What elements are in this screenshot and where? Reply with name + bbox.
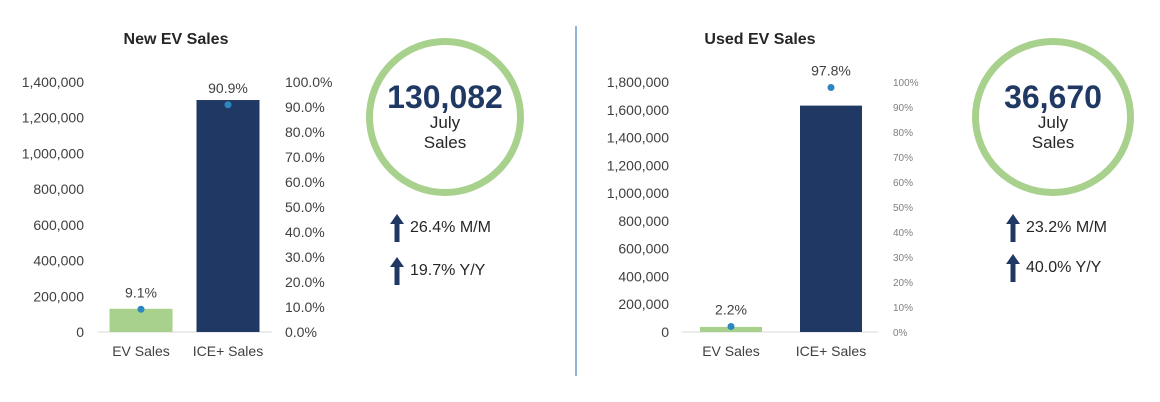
new-ev-y2-tick-label: 60.0%	[285, 174, 325, 190]
new-ev-y2-tick-label: 40.0%	[285, 224, 325, 240]
used-ev-y2-tick-label: 80%	[893, 128, 913, 139]
used-ev-y2-tick-label: 100%	[893, 78, 919, 89]
used-ev-y2-tick-label: 70%	[893, 153, 913, 164]
used-ev-x-tick-label: ICE+ Sales	[796, 343, 866, 359]
new-ev-y-tick-label: 1,000,000	[22, 145, 84, 161]
new-ev-y2-tick-label: 10.0%	[285, 299, 325, 315]
new-ev-y2-tick-label: 0.0%	[285, 324, 317, 340]
used-ev-y-tick-label: 400,000	[618, 268, 669, 284]
new-ev-y-tick-label: 0	[76, 324, 84, 340]
new-ev-y-tick-label: 1,200,000	[22, 110, 84, 126]
new-ev-y2-tick-label: 20.0%	[285, 274, 325, 290]
new-ev-bar-ev	[109, 308, 173, 332]
used-ev-y-tick-label: 1,600,000	[607, 102, 669, 118]
used-ev-y-tick-label: 800,000	[618, 213, 669, 229]
used-ev-y-tick-label: 1,400,000	[607, 130, 669, 146]
used-ev-y-tick-label: 1,200,000	[607, 157, 669, 173]
used-ev-share-marker	[727, 323, 735, 330]
new-ev-share-label: 9.1%	[125, 284, 157, 300]
new-ev-y2-tick-label: 30.0%	[285, 249, 325, 265]
used-ev-trend-mm-text: 23.2% M/M	[1026, 219, 1107, 236]
used-ev-y2-tick-label: 90%	[893, 103, 913, 114]
new-ev-trend-mm-text: 26.4% M/M	[410, 219, 491, 236]
new-ev-y-tick-label: 800,000	[33, 181, 84, 197]
new-ev-y2-tick-label: 70.0%	[285, 149, 325, 165]
used-ev-kpi-value: 36,670	[1004, 79, 1102, 116]
used-ev-trend-mm: 23.2% M/M	[1006, 214, 1107, 242]
new-ev-y2-tick-label: 100.0%	[285, 74, 332, 90]
panel-divider	[575, 26, 577, 376]
new-ev-share-marker	[224, 101, 232, 109]
used-ev-x-tick-label: EV Sales	[702, 343, 760, 359]
arrow-up-icon	[1006, 214, 1020, 242]
new-ev-y2-tick-label: 90.0%	[285, 99, 325, 115]
used-ev-y2-tick-label: 10%	[893, 303, 913, 314]
new-ev-trend-mm: 26.4% M/M	[390, 214, 491, 242]
new-ev-kpi-label-month: July	[429, 113, 461, 133]
used-ev-y2-tick-label: 30%	[893, 253, 913, 264]
used-ev-trend-yy: 40.0% Y/Y	[1006, 254, 1101, 282]
used-ev-y2-tick-label: 40%	[893, 228, 913, 239]
used-ev-y-tick-label: 1,800,000	[607, 74, 669, 90]
new-ev-y-tick-label: 1,400,000	[22, 74, 84, 90]
new-ev-kpi-label-sales: Sales	[423, 133, 467, 152]
new-ev-share-marker	[137, 305, 145, 313]
used-ev-sales-chart: Used EV Sales 0 200,000 400,000 600,000 800,0…	[607, 31, 919, 359]
used-ev-share-label: 97.8%	[811, 63, 851, 79]
new-ev-y2-tick-label: 50.0%	[285, 199, 325, 215]
used-ev-kpi-label-month: July	[1037, 113, 1069, 133]
new-ev-share-label: 90.9%	[208, 80, 248, 96]
new-ev-y-tick-label: 400,000	[33, 253, 84, 269]
new-ev-sales-chart: New EV Sales 0 200,000 400,000 600,000 800,00…	[22, 31, 333, 359]
new-ev-y-tick-label: 200,000	[33, 288, 84, 304]
used-ev-share-marker	[827, 84, 835, 91]
new-ev-trend-yy-text: 19.7% Y/Y	[410, 262, 486, 279]
used-ev-y2-tick-label: 60%	[893, 178, 913, 189]
arrow-up-icon	[390, 257, 404, 285]
used-ev-y-tick-label: 600,000	[618, 241, 669, 257]
arrow-up-icon	[390, 214, 404, 242]
new-ev-x-tick-label: EV Sales	[112, 343, 170, 359]
new-ev-x-tick-label: ICE+ Sales	[193, 343, 263, 359]
used-ev-trend-yy-text: 40.0% Y/Y	[1026, 259, 1102, 276]
used-ev-chart-title: Used EV Sales	[704, 31, 815, 48]
used-ev-share-label: 2.2%	[715, 302, 747, 318]
used-ev-bar-ice	[800, 105, 862, 332]
new-ev-kpi-ring: 130,082 July Sales	[366, 38, 524, 196]
new-ev-y-tick-label: 600,000	[33, 217, 84, 233]
used-ev-y2-tick-label: 50%	[893, 203, 913, 214]
used-ev-y2-tick-label: 20%	[893, 278, 913, 289]
arrow-up-icon	[1006, 254, 1020, 282]
new-ev-chart-title: New EV Sales	[124, 31, 229, 48]
used-ev-kpi-ring: 36,670 July Sales	[972, 38, 1134, 196]
used-ev-kpi-label-sales: Sales	[1031, 133, 1075, 152]
new-ev-bar-ice	[196, 100, 260, 333]
used-ev-y-tick-label: 0	[661, 324, 669, 340]
new-ev-trend-yy: 19.7% Y/Y	[390, 257, 485, 285]
used-ev-y2-tick-label: 0%	[893, 328, 908, 339]
used-ev-y-tick-label: 1,000,000	[607, 185, 669, 201]
new-ev-y2-tick-label: 80.0%	[285, 124, 325, 140]
new-ev-kpi-value: 130,082	[387, 79, 503, 116]
used-ev-y-tick-label: 200,000	[618, 296, 669, 312]
